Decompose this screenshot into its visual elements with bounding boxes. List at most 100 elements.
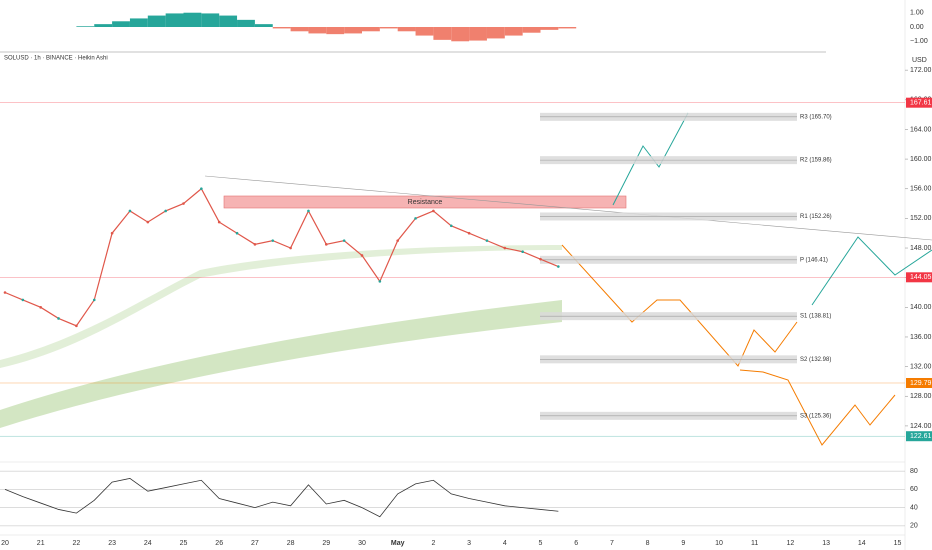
pivot-label: P (146.41) [800,257,828,263]
osc-bar [308,27,327,34]
x-tick-label: 20 [1,540,9,547]
price-label: 144.05 [910,274,932,281]
rsi-tick-label: 60 [910,486,918,493]
osc-bar [94,24,113,27]
price-point [539,257,542,261]
y-tick-label: 136.00 [910,334,932,341]
osc-bar [504,27,523,36]
x-tick-label: 4 [503,540,507,547]
rsi-tick-label: 80 [910,468,918,475]
osc-bar [486,27,505,39]
osc-bar [379,27,398,29]
x-tick-label: 27 [251,540,259,547]
price-label-bg [906,377,932,388]
osc-bar [129,18,148,27]
price-label-bg [906,272,932,283]
x-tick-label: 15 [894,540,902,547]
x-tick-label: 28 [287,540,295,547]
x-tick-label: 26 [215,540,223,547]
price-label-bg [906,97,932,108]
price-point [378,280,382,283]
x-tick-label: 21 [37,540,45,547]
price-point [110,231,114,235]
price-point [271,239,275,242]
x-tick-label: 14 [858,540,866,547]
osc-bar [112,21,130,27]
price-point [253,243,257,246]
osc-bar [183,12,202,27]
price-point [325,243,328,246]
price-point [557,265,560,268]
pivot-label: S2 (132.98) [800,357,831,363]
osc-bar [397,27,416,32]
x-tick-label: 30 [358,540,366,547]
price-point [75,324,78,328]
y-tick-label: 172.00 [910,67,932,74]
x-tick-label: 5 [539,540,543,547]
price-point [307,209,310,213]
price-point [3,291,7,294]
ma-band [0,300,562,428]
price-line-series [4,187,559,327]
y-tick-label: 148.00 [910,245,932,252]
x-tick-label: 25 [180,540,188,547]
pivot-label: R3 (165.70) [800,114,832,120]
x-tick-label: 3 [467,540,471,547]
price-point [503,246,507,250]
osc-bar [415,27,434,36]
y-tick-label: 132.00 [910,363,932,370]
price-label: 122.61 [910,433,932,440]
resistance-label: Resistance [408,199,443,206]
currency-label: USD [912,57,927,64]
osc-bar [326,27,345,35]
price-point [39,306,42,309]
x-tick-label: 29 [322,540,330,547]
price-point [396,239,400,242]
osc-bar [237,19,255,27]
rsi-tick-label: 20 [910,523,918,530]
osc-bar [469,27,487,41]
price-point [449,224,453,228]
price-point [342,239,346,242]
price-point [21,298,25,302]
osc-tick-label: 1.00 [910,10,924,17]
price-label-bg [906,431,932,442]
osc-bar [344,27,362,34]
price-point [164,209,167,213]
osc-bar [165,13,184,27]
y-tick-label: 164.00 [910,126,932,133]
trend-line [204,175,932,241]
x-tick-label: 24 [144,540,152,547]
osc-bar [272,27,291,29]
price-point [521,250,524,254]
price-point [235,231,239,235]
forecast-path [811,236,932,306]
pivot-label: S1 (138.81) [800,314,831,320]
price-point [128,209,132,213]
osc-bar [558,27,577,29]
osc-bar [540,27,559,30]
x-tick-label: May [391,540,405,547]
osc-bar [433,27,452,40]
pivot-label: R2 (159.86) [800,158,832,164]
osc-bar [362,27,380,32]
x-tick-label: 13 [822,540,830,547]
y-tick-label: 156.00 [910,186,932,193]
y-tick-label: 152.00 [910,215,932,222]
price-point [200,187,203,191]
price-label: 167.61 [910,100,932,107]
forecast-path [739,369,896,446]
price-point [414,217,417,220]
pivot-label: S3 (125.36) [800,413,831,419]
y-tick-label: 128.00 [910,393,932,400]
price-point [57,317,60,320]
y-tick-label: 140.00 [910,304,932,311]
osc-bar [76,26,95,27]
price-point [360,254,364,257]
price-point [146,220,150,224]
osc-tick-label: 0.00 [910,24,924,31]
chart-title: SOLUSD · 1h · BINANCE · Heikin Ashi [4,56,108,62]
price-point [289,246,292,250]
